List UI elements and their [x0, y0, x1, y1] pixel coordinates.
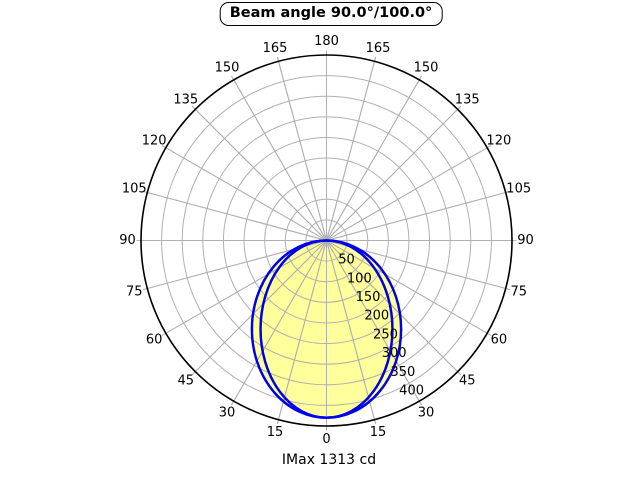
grid-ring: [243, 157, 410, 324]
grid-spoke: [326, 145, 492, 241]
grid-spoke: [191, 105, 327, 241]
angle-tick-label: 45: [459, 374, 476, 389]
angle-tick-label: 45: [178, 374, 195, 389]
grid-ring: [284, 198, 369, 283]
radial-tick-label: 250: [373, 327, 398, 342]
grid-ring: [305, 219, 348, 262]
beam-curve-90: [259, 239, 394, 420]
angle-tick-label: 150: [215, 61, 240, 76]
angle-tick-label: 30: [418, 405, 435, 420]
grid-spoke: [276, 56, 327, 241]
grid-spoke: [191, 240, 327, 376]
imax-annotation: IMax 1313 cd: [281, 452, 377, 468]
grid-spoke: [326, 56, 377, 241]
grid-ring: [202, 116, 451, 365]
angle-tick-label: 60: [491, 333, 508, 348]
polar-grid: [136, 50, 517, 431]
grid-spoke: [326, 240, 422, 406]
grid-spoke: [326, 240, 377, 425]
grid-spoke: [326, 240, 462, 376]
grid-spoke: [231, 75, 327, 241]
grid-spoke: [161, 240, 327, 336]
grid-spoke: [231, 240, 327, 406]
grid-spoke: [276, 240, 327, 425]
grid-spoke: [161, 145, 327, 241]
angle-tick-label: 15: [267, 425, 284, 440]
angle-tick-label: 90: [517, 233, 534, 248]
angle-tick-label: 120: [486, 134, 511, 149]
angle-tick-label: 165: [263, 41, 288, 56]
angle-tick-label: 135: [455, 92, 480, 107]
grid-spoke: [326, 105, 462, 241]
chart-title: Beam angle 90.0°/100.0°: [229, 5, 433, 21]
grid-ring: [181, 95, 472, 386]
angle-tick-label: 75: [510, 285, 527, 300]
grid-ring: [161, 75, 492, 406]
grid-spoke: [326, 190, 511, 241]
radial-tick-label: 100: [347, 271, 372, 286]
angle-tick-label: 90: [119, 233, 136, 248]
angle-tick-label: 15: [370, 425, 387, 440]
radial-tick-label: 150: [356, 290, 381, 305]
radial-tick-label: 300: [382, 346, 407, 361]
chart-title-box: Beam angle 90.0°/100.0°: [219, 2, 443, 27]
angle-tick-label: 75: [126, 285, 143, 300]
radial-tick-label: 50: [338, 253, 355, 268]
angle-tick-label: 105: [506, 181, 531, 196]
grid-spoke: [326, 240, 492, 336]
radial-tick-label: 400: [399, 383, 424, 398]
outer-ring: [140, 54, 513, 427]
angle-tick-label: 165: [366, 41, 391, 56]
angle-tick-label: 180: [314, 34, 339, 49]
radial-tick-label: 350: [390, 365, 415, 380]
angle-tick-label: 30: [219, 405, 236, 420]
grid-ring: [264, 178, 389, 303]
angle-tick-label: 105: [122, 181, 147, 196]
angle-tick-label: 60: [146, 333, 163, 348]
grid-ring: [222, 136, 431, 345]
radial-tick-label: 200: [364, 309, 389, 324]
grid-spoke: [142, 190, 327, 241]
angle-tick-label: 135: [173, 92, 198, 107]
angle-tick-label: 150: [414, 61, 439, 76]
grid-spoke: [326, 75, 422, 241]
angle-tick-label: 0: [322, 432, 330, 447]
angle-tick-label: 120: [142, 134, 167, 149]
